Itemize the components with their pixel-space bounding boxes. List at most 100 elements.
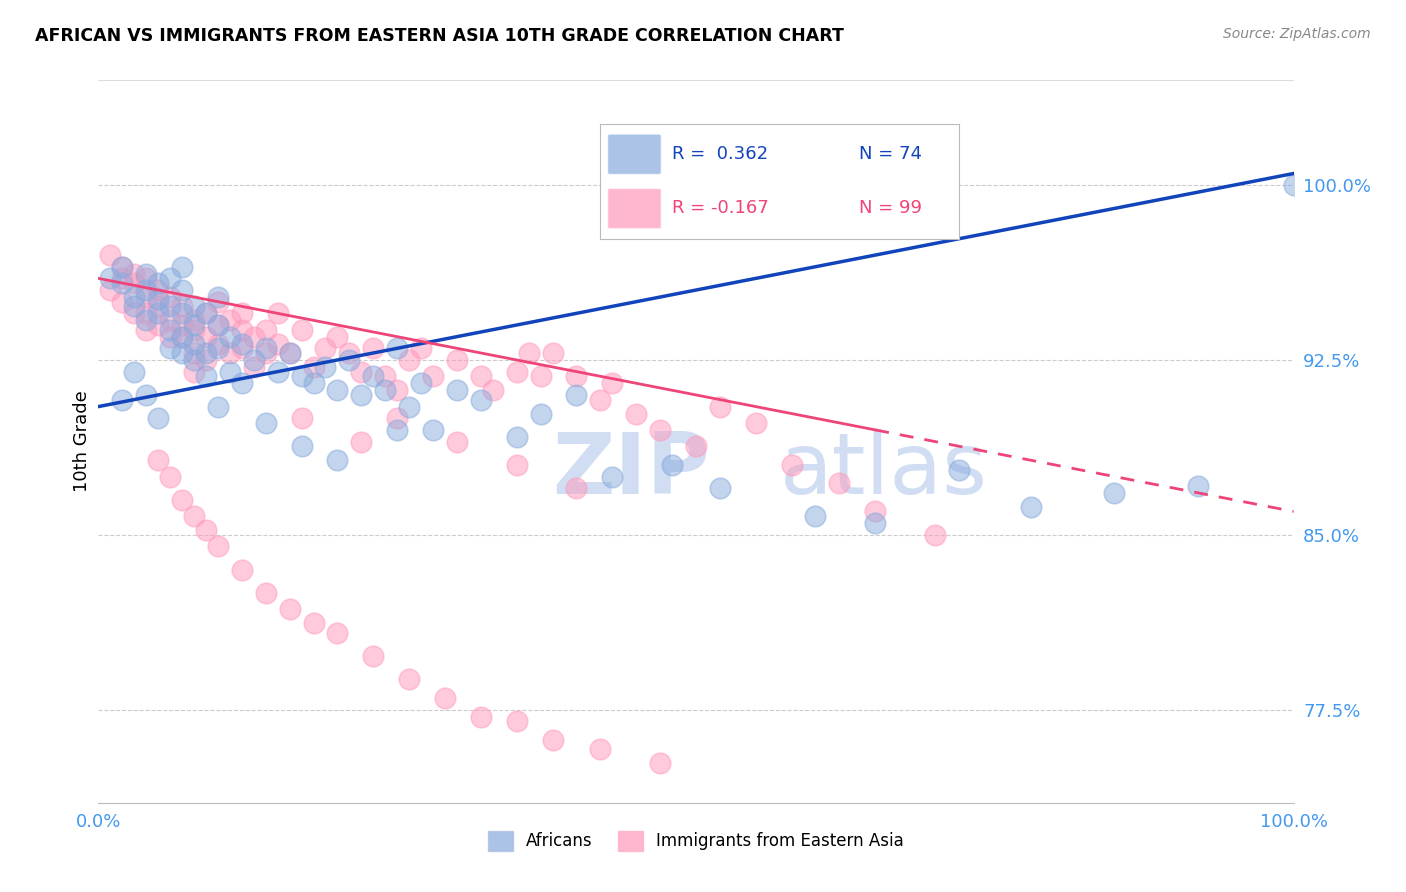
Text: Source: ZipAtlas.com: Source: ZipAtlas.com [1223,27,1371,41]
Point [470,392,492,407]
Point [254,586,277,600]
Point [350,434,373,449]
Point [339,346,361,360]
Point [315,341,337,355]
Point [267,336,290,351]
Y-axis label: 10th Grade: 10th Grade [73,391,91,492]
Point [302,376,325,391]
Point [398,400,420,414]
Point [254,416,277,430]
Point [148,283,170,297]
Point [231,306,253,320]
Point [172,283,194,297]
Point [374,384,396,398]
Point [159,313,181,327]
Point [602,376,624,391]
Point [159,290,181,304]
Point [207,294,229,309]
Point [626,407,648,421]
Point [195,329,218,343]
Point [385,384,409,398]
Point [183,336,205,351]
Point [780,458,803,472]
Point [219,313,242,327]
Point [243,359,266,374]
Point [231,563,253,577]
Point [363,341,385,355]
Point [470,709,492,723]
Point [219,346,242,360]
Point [804,509,827,524]
Point [589,392,612,407]
Point [111,260,134,274]
Point [111,276,134,290]
Point [183,318,205,332]
Point [506,430,529,444]
Point [195,353,218,368]
Point [602,469,624,483]
Point [363,369,385,384]
Point [207,318,229,332]
Point [254,346,277,360]
Point [172,299,194,313]
Point [506,365,529,379]
Point [231,376,253,391]
Point [231,341,253,355]
Point [172,346,194,360]
Point [648,423,672,437]
Point [924,528,946,542]
Point [195,369,218,384]
Point [278,602,301,616]
Point [135,323,157,337]
Point [195,523,218,537]
Point [350,388,373,402]
Point [148,299,170,313]
Point [124,306,146,320]
Point [422,423,444,437]
Point [565,388,588,402]
Point [315,359,337,374]
Point [159,299,181,313]
Point [422,369,444,384]
Point [111,271,134,285]
Point [207,290,229,304]
Point [411,341,433,355]
Point [135,267,157,281]
Point [350,365,373,379]
Point [326,453,349,467]
Point [506,458,529,472]
Point [828,476,851,491]
Text: AFRICAN VS IMMIGRANTS FROM EASTERN ASIA 10TH GRADE CORRELATION CHART: AFRICAN VS IMMIGRANTS FROM EASTERN ASIA … [35,27,844,45]
Point [541,346,564,360]
Point [254,341,277,355]
Point [565,369,588,384]
Point [481,384,505,398]
Point [183,299,205,313]
Point [506,714,529,729]
Point [159,271,181,285]
Point [135,388,157,402]
Point [172,306,194,320]
Point [172,492,194,507]
Point [111,260,134,274]
Point [183,346,205,360]
Point [243,329,266,343]
Legend: Africans, Immigrants from Eastern Asia: Africans, Immigrants from Eastern Asia [479,822,912,860]
Point [135,271,157,285]
Point [385,423,409,437]
Point [709,400,731,414]
Point [148,453,170,467]
Point [470,369,492,384]
Point [135,283,157,297]
Point [172,329,194,343]
Point [195,306,218,320]
Point [302,359,325,374]
Point [865,504,887,518]
Point [363,648,385,663]
Point [745,416,768,430]
Point [231,336,253,351]
Point [326,329,349,343]
Point [434,690,457,705]
Point [124,290,146,304]
Point [865,516,887,530]
